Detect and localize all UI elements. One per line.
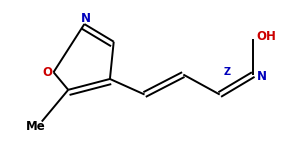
Text: Me: Me <box>26 120 46 133</box>
Text: N: N <box>256 70 266 82</box>
Text: OH: OH <box>256 30 276 43</box>
Text: Z: Z <box>224 67 231 77</box>
Text: N: N <box>81 12 91 25</box>
Text: O: O <box>42 66 52 79</box>
